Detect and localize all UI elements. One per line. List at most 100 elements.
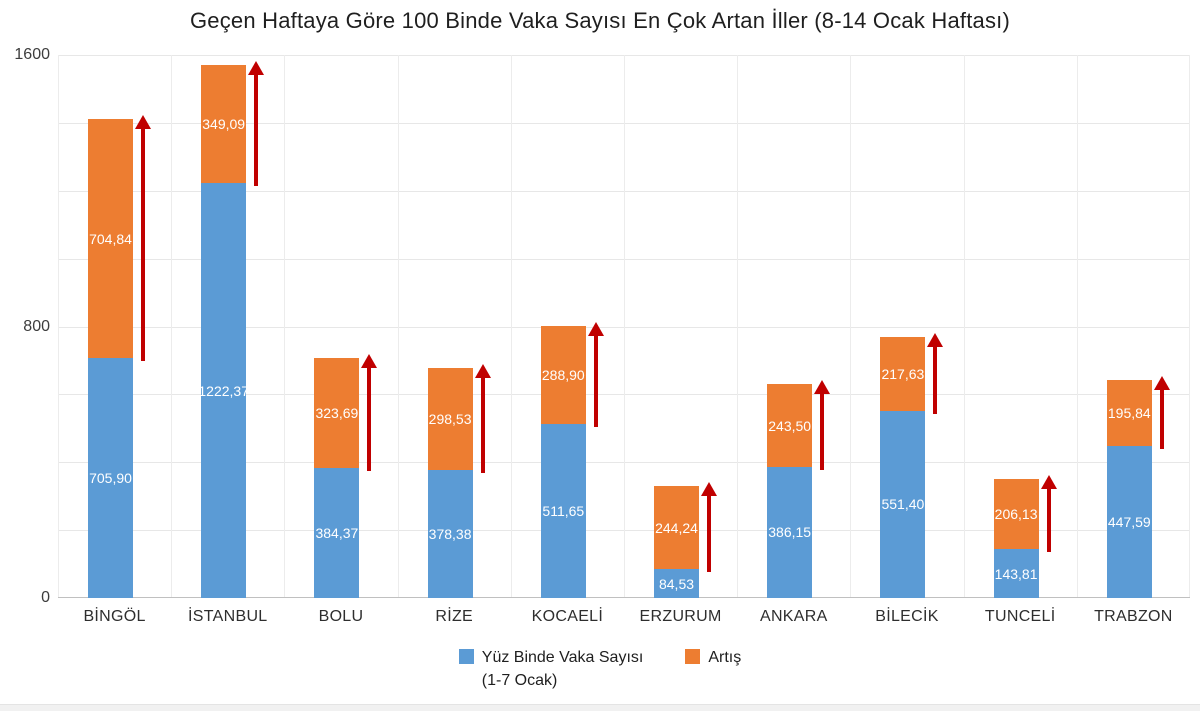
bar-value-label: 378,38 bbox=[428, 525, 472, 542]
arrow-head bbox=[474, 364, 491, 379]
bar-segment-artis: 217,63 bbox=[880, 337, 926, 411]
arrow-shaft bbox=[254, 74, 259, 187]
arrow-head bbox=[1153, 375, 1170, 390]
gridline-vertical bbox=[963, 55, 965, 598]
stacked-bar: 195,84 447,59 bbox=[1106, 379, 1152, 598]
category-band: 195,84 447,59 bbox=[1077, 55, 1190, 598]
bar-value-label: 1222,37 bbox=[198, 382, 249, 399]
bar-value-label: 447,59 bbox=[1107, 514, 1151, 531]
legend-label-line2: (1-7 Ocak) bbox=[481, 672, 558, 690]
category-band: 244,24 84,53 bbox=[624, 55, 737, 598]
bar-value-label: 195,84 bbox=[1107, 404, 1151, 421]
increase-arrow-icon bbox=[587, 322, 605, 428]
x-axis-category-label: TRABZON bbox=[1094, 608, 1173, 625]
category-band: 323,69 384,37 bbox=[284, 55, 397, 598]
y-axis-tick-label: 800 bbox=[23, 317, 50, 335]
arrow-shaft bbox=[820, 394, 825, 470]
y-axis-tick-label: 1600 bbox=[14, 46, 50, 63]
bar-value-label: 386,15 bbox=[768, 524, 812, 541]
bar-segment-vaka: 551,40 bbox=[880, 410, 926, 598]
plot-area: 704,84 705,90 349,09 1222,37 323,69 384,37 298… bbox=[58, 55, 1190, 598]
increase-arrow-icon bbox=[1153, 375, 1171, 450]
bar-segment-vaka: 84,53 bbox=[654, 569, 699, 598]
increase-arrow-icon bbox=[134, 115, 152, 362]
gridline-vertical bbox=[397, 55, 399, 598]
bar-value-label: 704,84 bbox=[89, 230, 132, 247]
gridline-vertical bbox=[58, 55, 59, 598]
stacked-bar: 217,63 551,40 bbox=[880, 337, 926, 598]
bar-value-label: 384,37 bbox=[315, 524, 359, 541]
stacked-bar: 349,09 1222,37 bbox=[198, 64, 249, 598]
stacked-bar: 288,90 511,65 bbox=[540, 326, 586, 598]
bar-value-label: 323,69 bbox=[315, 404, 359, 421]
increase-arrow-icon bbox=[474, 364, 492, 473]
legend: Yüz Binde Vaka Sayısı (1-7 Ocak) Artış bbox=[0, 646, 1200, 692]
gridline-vertical bbox=[850, 55, 852, 598]
increase-arrow-icon bbox=[926, 333, 944, 414]
bar-value-label: 349,09 bbox=[202, 115, 246, 132]
arrow-head bbox=[361, 353, 378, 368]
gridline-vertical bbox=[171, 55, 173, 598]
arrow-head bbox=[701, 482, 717, 497]
x-axis-category-label: BİNGÖL bbox=[83, 608, 146, 625]
increase-arrow-icon bbox=[247, 60, 265, 187]
x-axis-category-label: ANKARA bbox=[759, 608, 828, 625]
x-axis-category-label: RİZE bbox=[435, 608, 474, 625]
bar-segment-artis: 243,50 bbox=[767, 384, 813, 467]
category-band: 298,53 378,38 bbox=[398, 55, 511, 598]
arrow-head bbox=[587, 322, 604, 337]
category-band: 217,63 551,40 bbox=[850, 55, 963, 598]
bar-value-label: 244,24 bbox=[655, 519, 698, 536]
bar-segment-artis: 704,84 bbox=[88, 119, 133, 359]
category-band: 206,13 143,81 bbox=[964, 55, 1077, 598]
category-band: 704,84 705,90 bbox=[58, 55, 171, 598]
arrow-head bbox=[927, 333, 944, 347]
bar-segment-vaka: 143,81 bbox=[993, 549, 1039, 598]
stacked-bar: 323,69 384,37 bbox=[314, 357, 360, 598]
arrow-shaft bbox=[933, 347, 938, 414]
stacked-bar: 244,24 84,53 bbox=[654, 486, 699, 598]
arrow-head bbox=[814, 380, 831, 395]
gridline-vertical bbox=[1076, 55, 1078, 598]
stacked-bar: 206,13 143,81 bbox=[993, 479, 1039, 598]
gridline-vertical bbox=[737, 55, 739, 598]
gridline-vertical bbox=[624, 55, 625, 598]
bar-segment-artis: 195,84 bbox=[1106, 379, 1152, 447]
arrow-head bbox=[1040, 475, 1057, 490]
increase-arrow-icon bbox=[1040, 475, 1058, 553]
bar-segment-vaka: 1222,37 bbox=[198, 183, 249, 598]
bar-segment-vaka: 386,15 bbox=[767, 466, 813, 598]
arrow-shaft bbox=[141, 129, 145, 362]
x-axis-line bbox=[58, 597, 1190, 598]
gridline-vertical bbox=[1189, 55, 1190, 598]
bar-value-label: 511,65 bbox=[542, 503, 585, 520]
stacked-bar: 704,84 705,90 bbox=[88, 119, 133, 598]
bar-segment-vaka: 705,90 bbox=[88, 358, 133, 598]
x-axis-category-label: ERZURUM bbox=[639, 608, 722, 625]
legend-item-vaka: Yüz Binde Vaka Sayısı (1-7 Ocak) bbox=[458, 646, 644, 692]
increase-arrow-icon bbox=[360, 353, 378, 471]
gridline-vertical bbox=[510, 55, 512, 598]
arrow-shaft bbox=[480, 378, 485, 473]
bar-value-label: 243,50 bbox=[768, 417, 812, 434]
increase-arrow-icon bbox=[700, 482, 718, 573]
legend-label-vaka: Yüz Binde Vaka Sayısı (1-7 Ocak) bbox=[482, 646, 644, 692]
category-band: 243,50 386,15 bbox=[737, 55, 850, 598]
legend-swatch-blue-icon bbox=[458, 649, 474, 664]
bar-value-label: 288,90 bbox=[541, 367, 585, 384]
arrow-shaft bbox=[1159, 389, 1164, 450]
increase-arrow-icon bbox=[813, 380, 831, 470]
x-axis-category-label: TUNCELİ bbox=[984, 608, 1056, 625]
bar-value-label: 551,40 bbox=[881, 496, 925, 513]
x-axis-category-label: BOLU bbox=[318, 608, 364, 625]
bar-segment-artis: 323,69 bbox=[314, 357, 360, 468]
bar-value-label: 298,53 bbox=[428, 410, 472, 427]
legend-label-line1: Artış bbox=[708, 649, 742, 666]
arrow-head bbox=[135, 115, 151, 130]
arrow-shaft bbox=[707, 496, 711, 573]
category-band: 288,90 511,65 bbox=[511, 55, 624, 598]
x-axis-category-label: BİLECİK bbox=[875, 608, 939, 625]
bar-segment-artis: 288,90 bbox=[540, 326, 586, 425]
bar-segment-vaka: 378,38 bbox=[427, 469, 473, 598]
